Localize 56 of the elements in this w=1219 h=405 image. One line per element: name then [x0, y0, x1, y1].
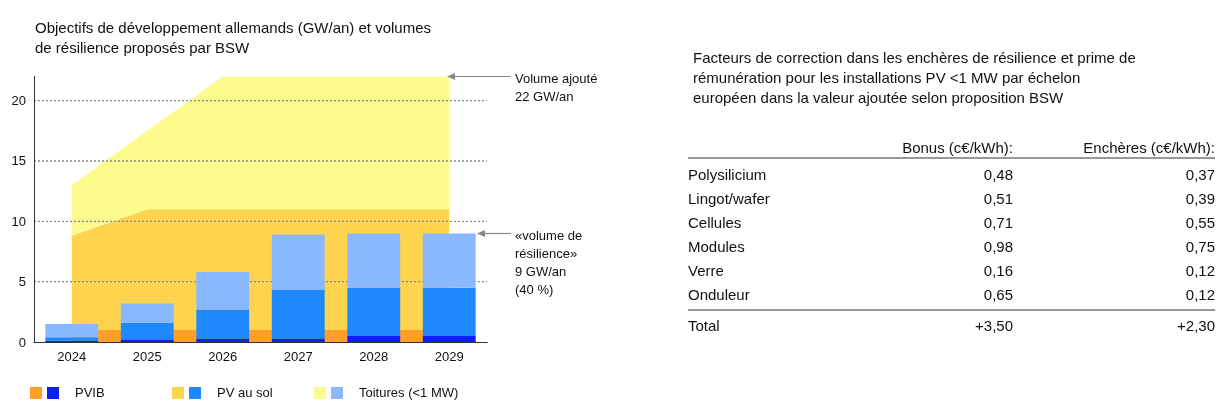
- category-label: Modules: [688, 237, 745, 255]
- x-tick-label: 2027: [283, 349, 313, 364]
- legend-label: PV au sol: [217, 385, 273, 400]
- bar: [347, 233, 401, 288]
- chart-title: Objectifs de développement allemands (GW/an) et volumes de résilience proposés par BSW: [35, 18, 436, 56]
- bar: [347, 335, 401, 342]
- text: «volume de résilience» 9 GW/an (40 %): [515, 227, 583, 297]
- legend-label: Toitures (<1 MW): [359, 385, 459, 400]
- bar: [196, 272, 250, 310]
- category-label: Cellules: [688, 213, 742, 231]
- bar: [422, 287, 476, 336]
- data-label: 0,75: [1185, 237, 1215, 255]
- x-tick-label: 2026: [208, 349, 238, 364]
- y-tick-label: 5: [18, 274, 26, 290]
- bar: [45, 323, 99, 338]
- x-tick-label: 2025: [132, 349, 162, 364]
- text: Bonus (c€/kWh):: [902, 138, 1013, 156]
- bar: [422, 335, 476, 342]
- bar: [120, 322, 174, 340]
- text: +3,50: [975, 316, 1013, 334]
- x-tick-label: 2028: [359, 349, 389, 364]
- y-tick-label: 20: [11, 93, 26, 109]
- bar: [271, 338, 325, 342]
- data-label: 0,39: [1185, 189, 1215, 207]
- data-label: 0,16: [983, 261, 1013, 279]
- bar: [271, 290, 325, 339]
- y-tick-label: 0: [18, 334, 26, 350]
- text: +2,30: [1177, 316, 1215, 334]
- category-label: Polysilicium: [688, 165, 767, 183]
- data-label: 0,12: [1185, 285, 1215, 303]
- data-label: 0,55: [1185, 213, 1215, 231]
- data-label: 0,65: [983, 285, 1013, 303]
- bar: [196, 309, 250, 339]
- category-label: Onduleur: [688, 285, 750, 303]
- data-label: 0,48: [983, 165, 1013, 183]
- y-tick-label: 15: [11, 153, 26, 169]
- x-tick-label: 2024: [57, 349, 87, 364]
- data-label: 0,98: [983, 237, 1013, 255]
- bar: [347, 287, 401, 336]
- bar: [196, 338, 250, 342]
- data-label: 0,71: [983, 213, 1013, 231]
- bar: [422, 233, 476, 288]
- bar: [271, 234, 325, 291]
- data-label: 0,37: [1185, 165, 1215, 183]
- x-tick-label: 2029: [434, 349, 464, 364]
- category-label: Lingot/wafer: [688, 189, 770, 207]
- y-tick-label: 10: [11, 213, 26, 229]
- data-label: 0,12: [1185, 261, 1215, 279]
- text: Enchères (c€/kWh):: [1083, 138, 1215, 156]
- category-label: Verre: [688, 261, 724, 279]
- text: Total: [688, 316, 720, 334]
- data-label: 0,51: [983, 189, 1013, 207]
- annotation: Volume ajouté 22 GW/an: [515, 71, 598, 104]
- text: Facteurs de correction dans les enchères de résilience et prime de rémunération pour les installations PV <1 MW par échelon européen dans la valeur ajoutée selon proposition BSW: [693, 48, 1140, 106]
- legend-label: PVIB: [75, 385, 105, 400]
- bar: [120, 303, 174, 323]
